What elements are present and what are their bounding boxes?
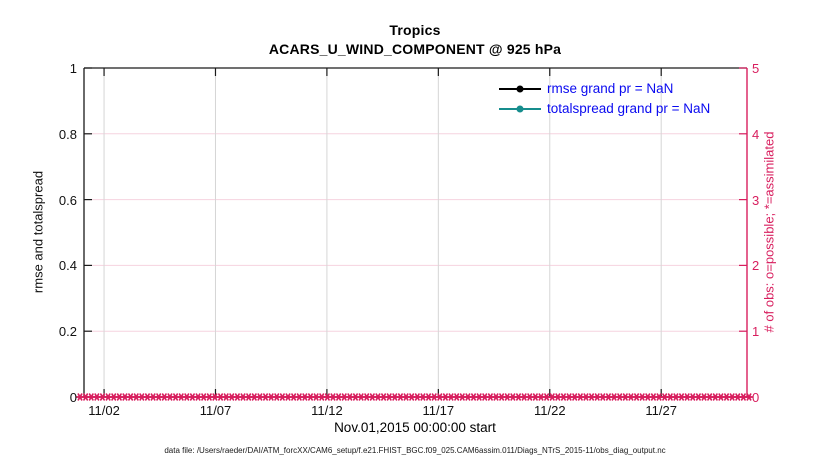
x-tick-label: 11/12 <box>311 403 343 418</box>
rmse-line-sample <box>499 85 541 93</box>
y-tick-label-left: 1 <box>69 61 77 76</box>
x-tick-label: 11/07 <box>199 403 232 418</box>
y-tick-label-left: 0.2 <box>58 324 77 340</box>
y-tick-label-right: 4 <box>752 126 760 142</box>
y-tick-label-right: 3 <box>752 192 760 208</box>
y-tick-label-left: 0 <box>69 390 77 405</box>
x-axis-label: Nov.01,2015 00:00:00 start <box>334 420 496 435</box>
y-axis-label-left: rmse and totalspread <box>30 170 46 294</box>
x-tick-label: 11/27 <box>645 403 677 418</box>
x-tick-label: 11/22 <box>533 403 566 418</box>
legend: rmse grand pr = NaN totalspread grand pr… <box>499 81 710 117</box>
y-tick-label-right: 5 <box>752 61 760 76</box>
x-tick-label: 11/02 <box>88 403 120 418</box>
y-axis-label-right: # of obs: o=possible; *=assimilated <box>761 131 777 333</box>
rmse-marker-icon <box>516 85 524 93</box>
y-tick-label-right: 0 <box>752 390 760 405</box>
chart-title: Tropics <box>389 22 441 38</box>
data-file-footer: data file: /Users/raeder/DAI/ATM_forcXX/… <box>164 446 666 455</box>
y-tick-label-left: 0.4 <box>58 258 77 274</box>
y-tick-label-right: 2 <box>752 258 760 274</box>
y-tick-label-right: 1 <box>752 324 760 340</box>
y-tick-label-left: 0.6 <box>58 192 77 208</box>
legend-label-totalspread: totalspread grand pr = NaN <box>547 101 711 117</box>
legend-item-rmse: rmse grand pr = NaN <box>499 81 710 97</box>
totalspread-marker-icon <box>516 105 524 113</box>
legend-item-totalspread: totalspread grand pr = NaN <box>499 101 710 117</box>
totalspread-line-sample <box>499 105 541 113</box>
legend-label-rmse: rmse grand pr = NaN <box>547 81 674 97</box>
y-tick-label-left: 0.8 <box>58 126 77 142</box>
obs-asterisk-marker <box>744 393 754 401</box>
chart-subtitle: ACARS_U_WIND_COMPONENT @ 925 hPa <box>268 41 562 57</box>
x-tick-label: 11/17 <box>422 403 455 418</box>
